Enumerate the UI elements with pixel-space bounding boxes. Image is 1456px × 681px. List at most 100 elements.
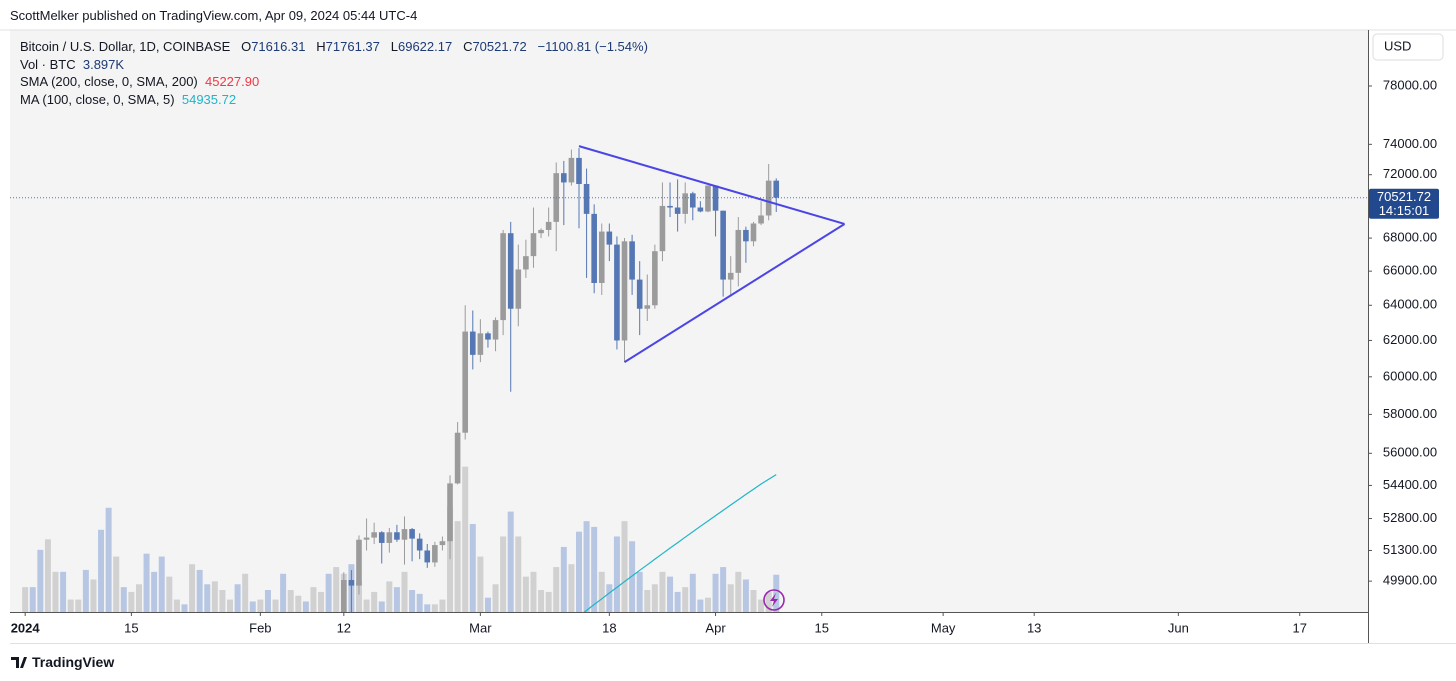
h-label: H [316,39,326,54]
volume-bar [67,599,74,612]
volume-bar [591,526,598,612]
footer: TradingView [32,654,115,670]
candle-body [621,241,628,341]
candle-body [477,333,484,355]
x-tick-label: 18 [602,620,616,635]
volume-bar [257,599,264,612]
volume-bar [712,573,719,612]
y-tick-label: 49900.00 [1383,573,1437,588]
volume-bar [447,506,454,612]
y-tick-label: 74000.00 [1383,136,1437,151]
volume-bar [431,604,438,612]
candle-body [363,537,370,540]
y-tick-label: 51300.00 [1383,542,1437,557]
c-value: 70521.72 [472,39,527,54]
volume-bar [310,587,317,612]
volume-row: Vol · BTC 3.897K [20,56,648,74]
volume-bar [158,556,165,612]
event-bolt [770,593,778,607]
volume-bar [538,590,545,612]
candle-body [439,541,446,546]
candle-body [454,432,461,484]
trend-line [578,145,845,225]
last-price-box [1369,188,1439,219]
volume-bar [530,571,537,612]
volume-bar [720,567,727,612]
currency-box[interactable] [1372,33,1444,61]
candle-body [401,529,408,540]
volume-bar [484,597,491,612]
candle-body [371,532,377,538]
volume-bar [227,599,234,612]
candle-body [583,183,590,214]
legend: Bitcoin / U.S. Dollar, 1D, COINBASE O716… [20,38,648,108]
candle-body [705,185,711,212]
volume-bar [113,556,120,612]
y-tick-label: 58000.00 [1383,406,1437,421]
volume-bar [249,601,256,612]
candle-body [469,331,476,355]
last-price: 70521.72 [1377,189,1431,204]
volume-bar [553,567,560,612]
candle-body [576,157,582,184]
candle-body [720,210,726,280]
sma-value: 45227.90 [204,74,260,89]
volume-bar [181,604,188,612]
candle-body [538,229,544,234]
change: −1100.81 [537,39,592,54]
y-tick-label: 64000.00 [1383,297,1437,312]
candle-body [515,269,522,309]
volume-bar [742,579,749,612]
candle-body [598,231,605,283]
x-tick-label: May [931,620,956,635]
x-tick-label: 17 [1292,620,1306,635]
candle-body [682,193,689,214]
volume-bar [735,571,742,612]
o-label: O [241,39,252,54]
volume-bar [318,591,325,612]
volume-bar [60,571,67,612]
volume-bar [272,599,279,612]
volume-bar [371,591,378,612]
candle-body [697,207,704,212]
volume-bar [689,573,696,612]
sma-name: SMA (200, close, 0, SMA, 200) [20,74,198,89]
volume-bar [606,584,613,612]
volume-bar [29,587,36,612]
ma-name: MA (100, close, 0, SMA, 5) [20,91,175,107]
candle-body [545,221,552,230]
y-tick-label: 52800.00 [1383,510,1437,525]
volume-bar [75,599,82,612]
candle-body [507,233,514,309]
volume-bar [545,591,552,612]
event-icon[interactable] [763,589,785,611]
symbol-row: Bitcoin / U.S. Dollar, 1D, COINBASE O716… [20,38,648,56]
volume-bar [454,521,461,612]
x-tick-label: 15 [815,620,829,635]
volume-bar [82,569,89,612]
volume-name: Vol · BTC [20,56,76,72]
candle-body [644,305,651,309]
o-value: 71616.31 [251,39,306,54]
currency[interactable]: USD [1384,38,1411,53]
volume-bar [492,584,499,612]
y-tick-label: 56000.00 [1383,445,1437,460]
volume-bar [773,574,780,612]
c-label: C [463,39,473,54]
tv-logo [11,657,27,668]
countdown: 14:15:01 [1379,203,1430,218]
volume-layer [22,466,780,612]
volume-bar [173,599,180,612]
candle-body [447,483,453,542]
candle-body [614,244,620,341]
x-tick-label: 15 [124,620,138,635]
volume-bar [386,581,393,612]
volume-bar [143,553,150,612]
volume-bar [44,539,51,612]
volume-bar [166,576,173,612]
volume-bar [636,571,643,612]
volume-bar [750,590,757,612]
candle-body [667,205,673,208]
candle-body [727,272,734,280]
